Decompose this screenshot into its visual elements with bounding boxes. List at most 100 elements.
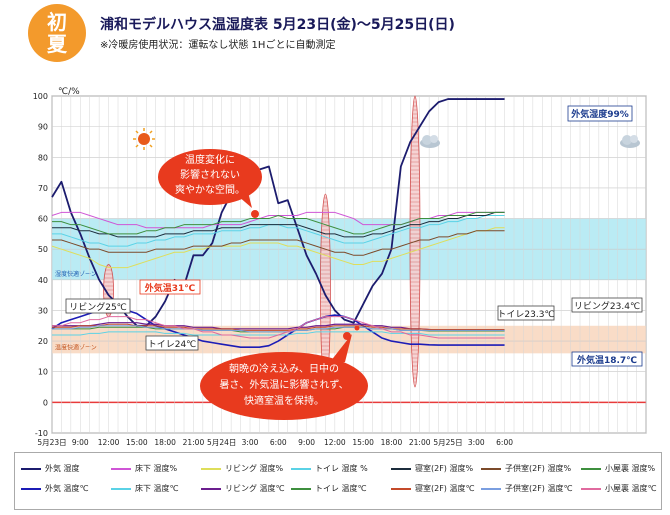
callout-humidity-line-2: 影響されない <box>180 168 240 181</box>
x-tick-label: 21:00 <box>409 438 431 447</box>
legend-swatch <box>581 487 601 490</box>
legend-label: トイレ 温度℃ <box>315 484 367 493</box>
label-outdoor-humidity: 外気湿度99% <box>567 105 633 122</box>
series-line <box>52 325 505 333</box>
y-axis-unit: ℃/% <box>58 87 80 97</box>
svg-text:トイレ23.3℃: トイレ23.3℃ <box>497 310 554 320</box>
legend-label: 子供室(2F) 温度℃ <box>505 484 573 493</box>
x-tick-label: 18:00 <box>381 438 403 447</box>
legend-label: 小屋裏 温度℃ <box>605 484 657 493</box>
page-subtitle: ※冷暖房使用状況：運転なし状態 1Hごとに自動測定 <box>100 40 336 51</box>
x-tick-label: 15:00 <box>126 438 148 447</box>
y-tick-label: 20 <box>38 337 48 346</box>
legend-swatch <box>391 467 411 470</box>
y-tick-label: 10 <box>38 368 48 377</box>
legend-swatch <box>581 467 601 470</box>
series-line <box>52 316 505 339</box>
legend-swatch <box>21 487 41 490</box>
season-badge-text: 初夏 <box>47 10 67 56</box>
x-tick-label: 15:00 <box>352 438 374 447</box>
legend-item: 子供室(2F) 湿度% <box>481 463 571 474</box>
legend-swatch <box>481 487 501 490</box>
callout-temperature-line-3: 快適室温を保持。 <box>244 394 324 407</box>
y-tick-label: 100 <box>33 92 48 101</box>
legend-swatch <box>481 467 501 470</box>
cloud-icon <box>620 135 640 148</box>
svg-text:トイレ24℃: トイレ24℃ <box>148 340 197 350</box>
y-tick-label: 90 <box>38 123 48 132</box>
legend-label: 小屋裏 湿度% <box>605 464 656 473</box>
legend-item: 外気 温度℃ <box>21 483 89 494</box>
svg-text:外気温31℃: 外気温31℃ <box>144 282 196 294</box>
x-tick-label: 18:00 <box>154 438 176 447</box>
x-tick-label: 9:00 <box>298 438 315 447</box>
x-tick-label: 5月23日 <box>37 438 66 447</box>
x-tick-label: 3:00 <box>468 438 485 447</box>
legend-item: トイレ 温度℃ <box>291 483 367 494</box>
season-badge: 初夏 <box>28 4 86 62</box>
series-line <box>52 211 505 238</box>
legend-swatch <box>291 487 311 490</box>
label-living-end: リビング23.4℃ <box>571 297 643 313</box>
y-tick-label: 80 <box>38 153 48 162</box>
callout-temperature: 朝晩の冷え込み、日中の 暑さ、外気温に影響されず、 快適室温を保持。 <box>200 325 368 420</box>
series-line <box>51 227 505 269</box>
legend-swatch <box>291 467 311 470</box>
legend-item: 外気 湿度 <box>21 463 80 474</box>
legend-item: リビング 湿度% <box>201 463 283 474</box>
legend-swatch <box>201 487 221 490</box>
legend-label: 床下 温度℃ <box>135 484 179 493</box>
x-tick-label: 3:00 <box>242 438 259 447</box>
x-tick-label: 9:00 <box>72 438 89 447</box>
label-living-start: リビング25℃ <box>65 298 131 314</box>
legend-label: 床下 湿度% <box>135 464 178 473</box>
y-tick-label: 50 <box>38 245 48 254</box>
callout-humidity-line-3: 爽やかな空間。 <box>175 183 245 196</box>
legend-label: リビング 湿度% <box>225 464 284 473</box>
legend-item: 床下 温度℃ <box>111 483 179 494</box>
y-tick-label: 70 <box>38 184 48 193</box>
legend-item: 小屋裏 湿度% <box>581 463 655 474</box>
legend-swatch <box>111 487 131 490</box>
legend-label: 外気 湿度 <box>45 464 80 473</box>
legend-swatch <box>111 467 131 470</box>
cloud-icon <box>420 135 440 148</box>
x-tick-label: 21:00 <box>183 438 205 447</box>
label-toilet-end: トイレ23.3℃ <box>497 305 555 321</box>
x-tick-label: 5月24日 <box>207 438 236 447</box>
legend-item: 床下 湿度% <box>111 463 177 474</box>
x-tick-label: 6:00 <box>270 438 287 447</box>
chart-legend: 外気 湿度 床下 湿度% リビング 湿度% トイレ 湿度 % 寝室(2F) 湿度% 子供室… <box>14 452 662 510</box>
legend-swatch <box>201 467 221 470</box>
svg-text:外気湿度99%: 外気湿度99% <box>570 108 629 120</box>
y-tick-label: 30 <box>38 306 48 315</box>
series-line <box>52 211 505 235</box>
series-line <box>52 230 505 256</box>
legend-label: 外気 温度℃ <box>45 484 89 493</box>
legend-label: 寝室(2F) 温度℃ <box>415 484 475 493</box>
svg-text:リビング25℃: リビング25℃ <box>69 301 127 313</box>
callout-temperature-line-1: 朝晩の冷え込み、日中の <box>229 362 339 375</box>
legend-item: リビング 温度℃ <box>201 483 285 494</box>
y-tick-label: 0 <box>43 398 48 407</box>
sun-icon <box>133 128 155 150</box>
y-tick-label: 40 <box>38 276 48 285</box>
x-tick-label: 5月25日 <box>433 438 462 447</box>
x-tick-label: 6:00 <box>496 438 513 447</box>
callout-temperature-line-2: 暑さ、外気温に影響されず、 <box>219 378 348 391</box>
legend-label: トイレ 湿度 % <box>315 464 368 473</box>
legend-item: 寝室(2F) 湿度% <box>391 463 473 474</box>
svg-text:外気温18.7℃: 外気温18.7℃ <box>576 354 637 366</box>
series-line <box>52 323 505 331</box>
legend-item: 子供室(2F) 温度℃ <box>481 483 572 494</box>
legend-item: 寝室(2F) 温度℃ <box>391 483 474 494</box>
legend-item: トイレ 湿度 % <box>291 463 368 474</box>
legend-label: 寝室(2F) 湿度% <box>415 464 474 473</box>
callout-humidity: 温度変化に 影響されない 爽やかな空間。 <box>158 149 262 218</box>
x-tick-label: 12:00 <box>98 438 120 447</box>
legend-label: リビング 温度℃ <box>225 484 285 493</box>
legend-item: 小屋裏 温度℃ <box>581 483 657 494</box>
x-tick-label: 12:00 <box>324 438 346 447</box>
legend-label: 子供室(2F) 湿度% <box>505 464 572 473</box>
